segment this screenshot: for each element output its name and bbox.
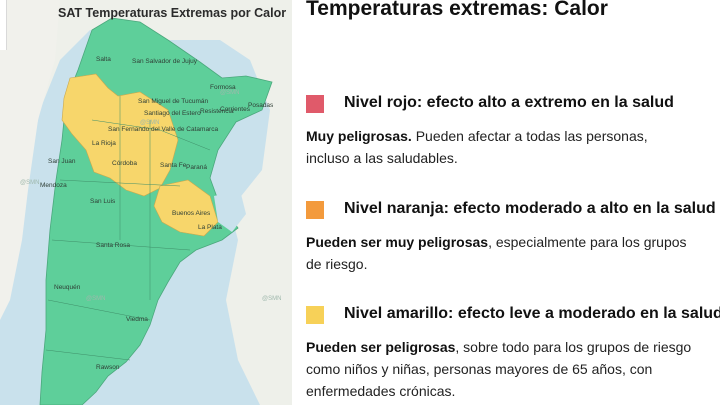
orange-swatch (306, 201, 324, 219)
level-red: Nivel rojo: efecto alto a extremo en la … (306, 94, 720, 169)
yellow-region-buenos-aires (153, 179, 219, 237)
map-title: SAT Temperaturas Extremas por Calor (58, 6, 287, 20)
watermark: @SMN (86, 296, 106, 302)
city-label: La Rioja (92, 140, 116, 147)
city-label: Neuquén (54, 284, 81, 291)
city-label: Santa Fe (160, 162, 187, 169)
level-orange: Nivel naranja: efecto moderado a alto en… (306, 200, 720, 275)
page-title: Temperaturas extremas: Calor (306, 0, 608, 20)
city-label: Resistencia (200, 108, 234, 115)
desc-text: como niños y niñas, personas mayores de … (306, 361, 653, 377)
city-label: Salta (96, 56, 111, 63)
desc-bold: Muy peligrosas. (306, 128, 412, 144)
city-label: Santa Rosa (96, 242, 130, 249)
city-label: La Plata (198, 224, 222, 231)
desc-text: Pueden afectar a todas las personas, (411, 128, 648, 144)
city-label: San Fernando del Valle de Catamarca (108, 126, 219, 133)
level-title: Nivel rojo: efecto alto a extremo en la … (344, 94, 674, 111)
level-title: Nivel naranja: efecto moderado a alto en… (344, 200, 716, 217)
desc-text: , sobre todo para los grupos de riesgo (455, 339, 692, 355)
level-description: Muy peligrosas. Pueden afectar a todas l… (306, 125, 720, 169)
watermark: @SMN (20, 180, 40, 186)
city-label: San Salvador de Jujuy (132, 58, 198, 65)
city-label: Córdoba (112, 160, 137, 167)
city-label: Paraná (186, 164, 207, 171)
city-label: Santiago del Estero (144, 110, 201, 117)
desc-bold: Pueden ser peligrosas (306, 339, 456, 355)
desc-bold: Pueden ser muy peligrosas (306, 234, 489, 250)
level-description: Pueden ser muy peligrosas, especialmente… (306, 231, 720, 275)
map-graphic (0, 0, 292, 405)
desc-text: enfermedades crónicas. (306, 383, 456, 399)
city-label: Viedma (126, 316, 148, 323)
level-title: Nivel amarillo: efecto leve a moderado e… (344, 305, 720, 322)
city-label: Formosa (210, 84, 236, 91)
city-label: San Luis (90, 198, 116, 205)
desc-text: incluso a las saludables. (306, 150, 458, 166)
level-description: Pueden ser peligrosas, sobre todo para l… (306, 336, 720, 402)
city-label: Posadas (248, 102, 274, 109)
red-swatch (306, 95, 324, 113)
province-borders (45, 96, 211, 361)
city-label: Corrientes (220, 106, 250, 113)
city-label: San Juan (48, 158, 76, 165)
left-edge-strip (0, 0, 7, 50)
legend-panel: Temperaturas extremas: Calor Nivel rojo:… (296, 0, 720, 405)
chile-land (0, 0, 60, 320)
desc-text: de riesgo. (306, 256, 368, 272)
city-label: San Miguel de Tucumán (138, 98, 209, 105)
yellow-swatch (306, 306, 324, 324)
watermark: @SMN (220, 90, 240, 96)
desc-text: , especialmente para los grupos (488, 234, 687, 250)
watermark: @SMN (140, 120, 160, 126)
watermark: @SMN (262, 296, 282, 302)
river-water (214, 190, 246, 232)
city-label: Rawson (96, 364, 120, 371)
city-label: Buenos Aires (172, 210, 211, 217)
level-yellow: Nivel amarillo: efecto leve a moderado e… (306, 305, 720, 402)
city-label: Mendoza (40, 182, 67, 189)
alert-map: SAT Temperaturas Extremas por Calor Salt… (0, 0, 292, 405)
